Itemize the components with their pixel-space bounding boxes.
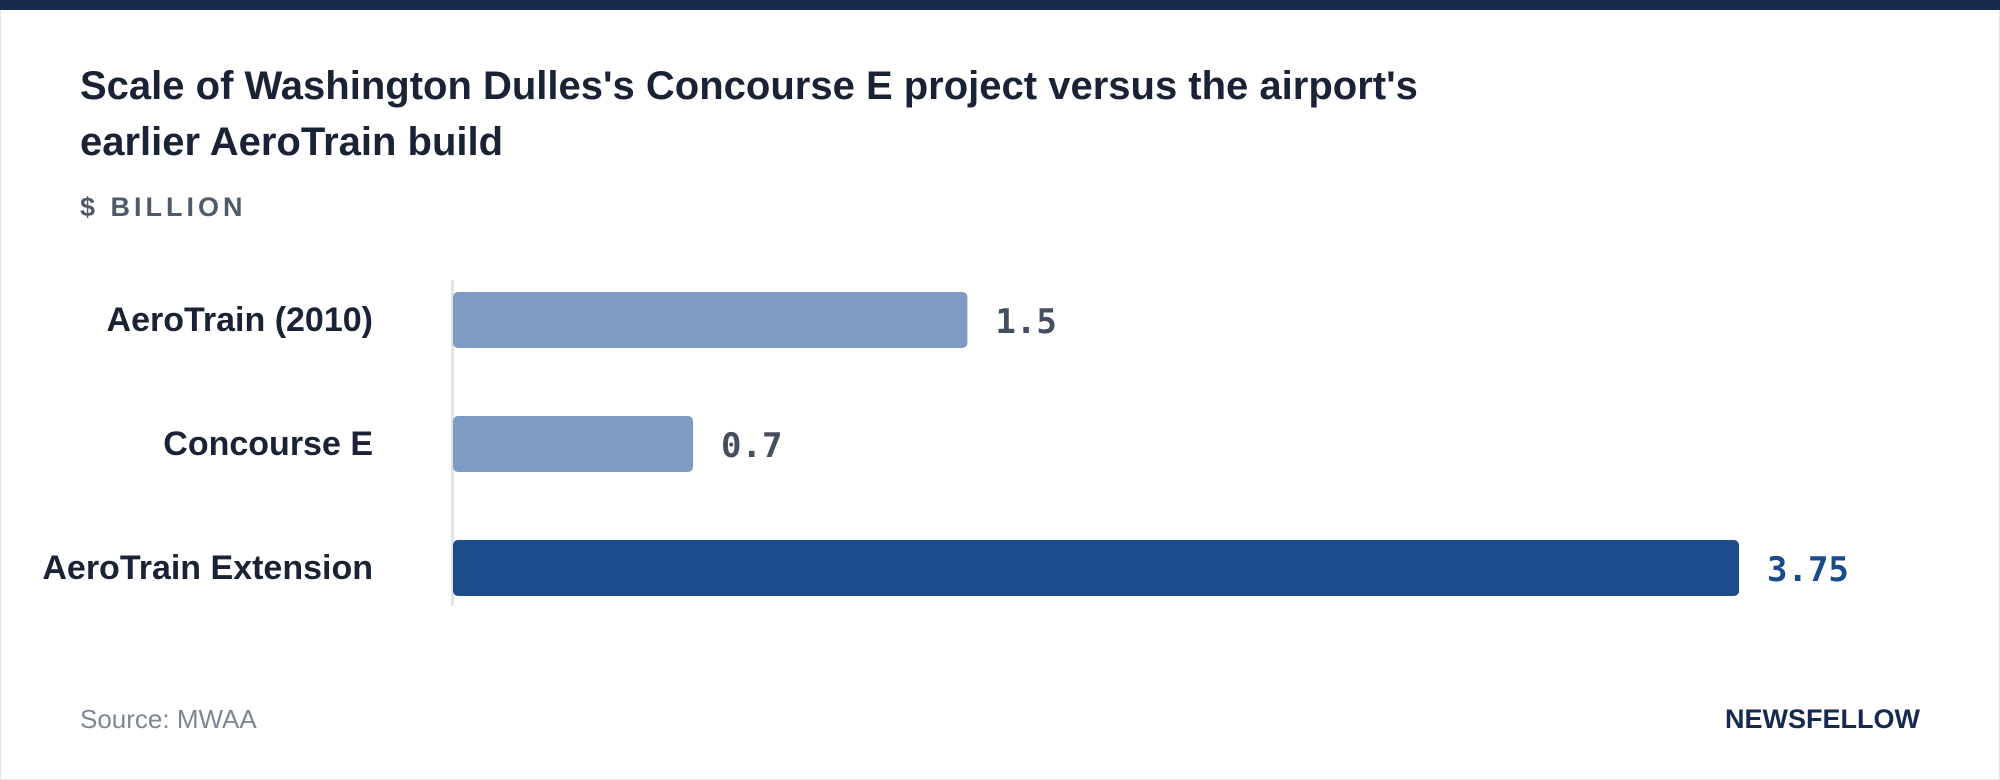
data-label: 1.5: [995, 302, 1056, 342]
bar-chart: AeroTrain (2010) 1.5 Concourse E 0.7 AeroTra…: [42, 280, 1849, 606]
category-label: AeroTrain (2010): [107, 301, 373, 339]
data-label: 0.7: [721, 426, 782, 466]
data-label: 3.75: [1767, 550, 1849, 590]
y-axis-line: [451, 280, 454, 606]
bar: [453, 416, 694, 472]
source-note: Source: MWAA: [80, 704, 257, 734]
top-accent-rule: [0, 0, 2000, 10]
unit-label: $ BILLION: [80, 192, 247, 222]
chart-title: Scale of Washington Dulles's Concourse E…: [80, 64, 1418, 164]
category-label: Concourse E: [163, 425, 373, 463]
bar: [453, 292, 968, 348]
category-label: AeroTrain Extension: [42, 549, 373, 587]
bar: [453, 540, 1739, 596]
brand-logo: NEWSFELLOW: [1725, 704, 1920, 734]
